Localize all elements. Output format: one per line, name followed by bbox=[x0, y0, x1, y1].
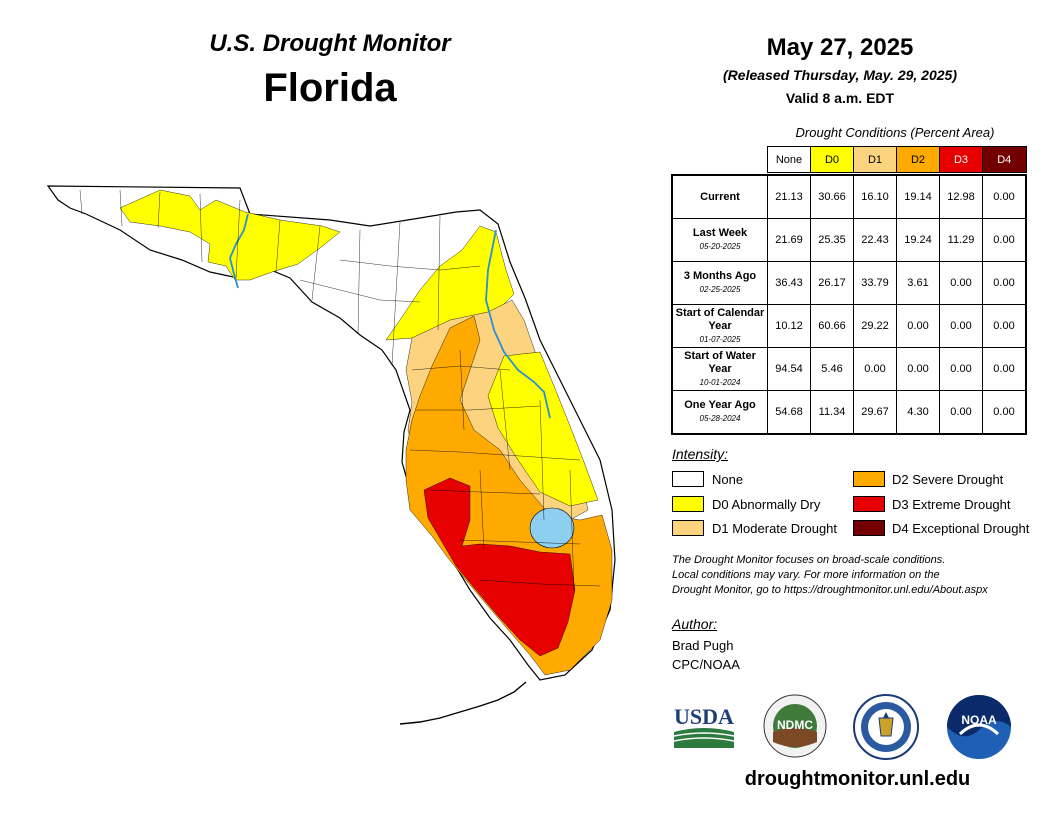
table-cell: 36.43 bbox=[767, 261, 811, 305]
table-caption: Drought Conditions (Percent Area) bbox=[795, 125, 995, 140]
table-cell: 10.12 bbox=[767, 304, 811, 348]
legend-swatch-d1 bbox=[672, 520, 704, 536]
table-row: 3 Months Ago 02-25-2025 36.43 26.17 33.79 3.6… bbox=[671, 261, 1027, 305]
table-cell: 0.00 bbox=[982, 218, 1027, 262]
table-cell: 11.34 bbox=[810, 390, 854, 435]
table-cell: 25.35 bbox=[810, 218, 854, 262]
author-org: CPC/NOAA bbox=[672, 657, 740, 672]
row-label: One Year Ago 05-28-2024 bbox=[671, 390, 768, 435]
col-d2: D2 bbox=[896, 146, 940, 173]
table-cell: 26.17 bbox=[810, 261, 854, 305]
table-cell: 94.54 bbox=[767, 347, 811, 391]
table-cell: 0.00 bbox=[939, 304, 983, 348]
table-row: Last Week 05-20-2025 21.69 25.35 22.43 19.24 1… bbox=[671, 218, 1027, 262]
florida-keys bbox=[399, 681, 527, 725]
legend-swatch-d3 bbox=[853, 496, 885, 512]
table-row: Current 21.13 30.66 16.10 19.14 12.98 0.00 bbox=[671, 174, 1027, 219]
legend-label-d1: D1 Moderate Drought bbox=[712, 521, 838, 536]
table-cell: 0.00 bbox=[939, 347, 983, 391]
legend-label-d2: D2 Severe Drought bbox=[892, 472, 1004, 487]
table-cell: 5.46 bbox=[810, 347, 854, 391]
table-row: Start of Calendar Year 01-07-2025 10.12 60.… bbox=[671, 304, 1027, 348]
svg-text:USDA: USDA bbox=[674, 704, 734, 729]
legend-swatch-d0 bbox=[672, 496, 704, 512]
table-cell: 0.00 bbox=[982, 261, 1027, 305]
table-cell: 29.22 bbox=[853, 304, 897, 348]
table-cell: 19.24 bbox=[896, 218, 940, 262]
legend-swatch-none bbox=[672, 471, 704, 487]
table-cell: 0.00 bbox=[853, 347, 897, 391]
svg-text:NOAA: NOAA bbox=[961, 713, 997, 727]
drought-conditions-table: None D0 D1 D2 D3 D4 Current 21.13 30.66 16.… bbox=[671, 146, 1027, 435]
table-cell: 0.00 bbox=[896, 347, 940, 391]
row-label: Last Week 05-20-2025 bbox=[671, 218, 768, 262]
legend-title: Intensity: bbox=[672, 446, 729, 462]
row-label: 3 Months Ago 02-25-2025 bbox=[671, 261, 768, 305]
florida-drought-map bbox=[46, 185, 616, 725]
table-cell: 4.30 bbox=[896, 390, 940, 435]
usda-logo[interactable]: USDA bbox=[670, 702, 738, 750]
table-row: Start of Water Year 10-01-2024 94.54 5.46 0.… bbox=[671, 347, 1027, 391]
table-cell: 12.98 bbox=[939, 174, 983, 219]
col-d1: D1 bbox=[853, 146, 897, 173]
about-link[interactable]: Drought Monitor, go to https://droughtmo… bbox=[672, 584, 988, 596]
table-cell: 3.61 bbox=[896, 261, 940, 305]
river-apalachicola bbox=[229, 213, 249, 289]
lake-okeechobee bbox=[529, 507, 575, 549]
table-cell: 33.79 bbox=[853, 261, 897, 305]
row-label: Current bbox=[671, 174, 768, 219]
map-region-d3 bbox=[423, 477, 576, 657]
table-cell: 0.00 bbox=[939, 390, 983, 435]
legend-swatch-d4 bbox=[853, 520, 885, 536]
table-cell: 0.00 bbox=[982, 304, 1027, 348]
col-none: None bbox=[767, 146, 811, 173]
col-d3: D3 bbox=[939, 146, 983, 173]
table-row: One Year Ago 05-28-2024 54.68 11.34 29.67 4.3… bbox=[671, 390, 1027, 435]
author-title: Author: bbox=[672, 616, 718, 632]
table-cell: 16.10 bbox=[853, 174, 897, 219]
table-cell: 22.43 bbox=[853, 218, 897, 262]
county-boundaries bbox=[79, 189, 601, 591]
disclaimer-note: The Drought Monitor focuses on broad-sca… bbox=[672, 553, 1047, 598]
col-d4: D4 bbox=[982, 146, 1027, 173]
map-region-d0-panhandle bbox=[119, 189, 341, 281]
table-cell: 21.13 bbox=[767, 174, 811, 219]
monitor-title: U.S. Drought Monitor bbox=[209, 30, 451, 57]
author-name: Brad Pugh bbox=[672, 638, 734, 653]
table-cell: 21.69 bbox=[767, 218, 811, 262]
release-date: (Released Thursday, May. 29, 2025) bbox=[723, 67, 957, 83]
table-cell: 29.67 bbox=[853, 390, 897, 435]
table-cell: 11.29 bbox=[939, 218, 983, 262]
legend-label-d3: D3 Extreme Drought bbox=[892, 497, 1011, 512]
map-region-d0-east bbox=[487, 351, 599, 507]
svg-text:NDMC: NDMC bbox=[777, 718, 813, 732]
river-st-johns bbox=[485, 229, 551, 419]
doc-seal-logo[interactable] bbox=[853, 694, 919, 760]
legend-label-d4: D4 Exceptional Drought bbox=[892, 521, 1030, 536]
row-label: Start of Calendar Year 01-07-2025 bbox=[671, 304, 768, 348]
table-cell: 60.66 bbox=[810, 304, 854, 348]
state-title: Florida bbox=[263, 66, 397, 110]
website-link[interactable]: droughtmonitor.unl.edu bbox=[744, 768, 971, 790]
table-cell: 0.00 bbox=[982, 390, 1027, 435]
valid-time: Valid 8 a.m. EDT bbox=[785, 90, 895, 106]
noaa-logo[interactable]: NOAA bbox=[946, 694, 1012, 760]
table-cell: 0.00 bbox=[982, 347, 1027, 391]
legend-label-d0: D0 Abnormally Dry bbox=[712, 497, 821, 512]
col-d0: D0 bbox=[810, 146, 854, 173]
map-date: May 27, 2025 bbox=[766, 34, 914, 61]
table-cell: 54.68 bbox=[767, 390, 811, 435]
table-cell: 30.66 bbox=[810, 174, 854, 219]
table-cell: 0.00 bbox=[982, 174, 1027, 219]
table-cell: 19.14 bbox=[896, 174, 940, 219]
ndmc-logo[interactable]: NDMC bbox=[763, 694, 827, 758]
legend-label-none: None bbox=[712, 472, 744, 487]
legend-swatch-d2 bbox=[853, 471, 885, 487]
row-label: Start of Water Year 10-01-2024 bbox=[671, 347, 768, 391]
table-cell: 0.00 bbox=[896, 304, 940, 348]
table-cell: 0.00 bbox=[939, 261, 983, 305]
